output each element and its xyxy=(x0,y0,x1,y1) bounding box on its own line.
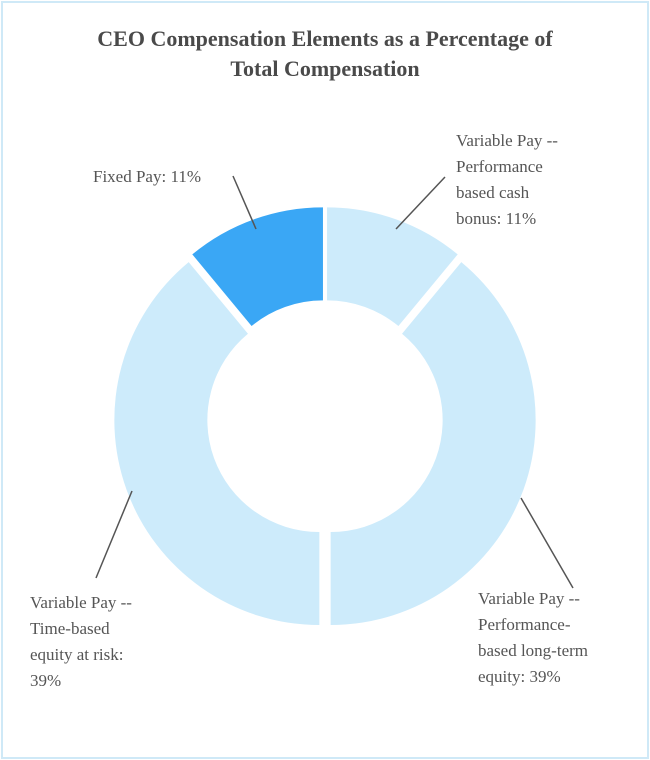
slice-label-line: bonus: 11% xyxy=(456,209,537,228)
slice-label-line: based long-term xyxy=(478,641,588,660)
slice-label-line: Variable Pay -- xyxy=(456,131,558,150)
slice-label-time-based-equity: Variable Pay -- Time-based equity at ris… xyxy=(30,590,132,694)
slice-label-long-term-equity: Variable Pay -- Performance- based long-… xyxy=(478,586,588,690)
slice-label-cash-bonus: Variable Pay -- Performance based cash b… xyxy=(456,128,558,232)
slice-label-line: Time-based xyxy=(30,619,110,638)
slice-label-line: Variable Pay -- xyxy=(478,589,580,608)
slice-cash-bonus xyxy=(327,207,458,327)
chart-title-line-1: CEO Compensation Elements as a Percentag… xyxy=(97,26,553,51)
slice-label-line: Variable Pay -- xyxy=(30,593,132,612)
slice-long-term-equity xyxy=(330,262,536,626)
slice-label-line: equity: 39% xyxy=(478,667,561,686)
chart-title-line-2: Total Compensation xyxy=(230,56,420,81)
slice-label-line: based cash xyxy=(456,183,530,202)
chart-title: CEO Compensation Elements as a Percentag… xyxy=(0,24,650,84)
leader-line xyxy=(520,497,574,589)
slice-fixed-pay xyxy=(192,207,323,327)
leader-line xyxy=(232,175,257,230)
slice-time-based-equity xyxy=(114,262,320,626)
slice-label-line: Performance xyxy=(456,157,543,176)
slice-label-fixed-pay: Fixed Pay: 11% xyxy=(93,164,201,190)
leader-line xyxy=(95,490,133,579)
slice-label-line: Performance- xyxy=(478,615,571,634)
slice-label-line: Fixed Pay: 11% xyxy=(93,167,201,186)
leader-line xyxy=(395,176,446,230)
slice-label-line: 39% xyxy=(30,671,62,690)
slice-label-line: equity at risk: xyxy=(30,645,124,664)
